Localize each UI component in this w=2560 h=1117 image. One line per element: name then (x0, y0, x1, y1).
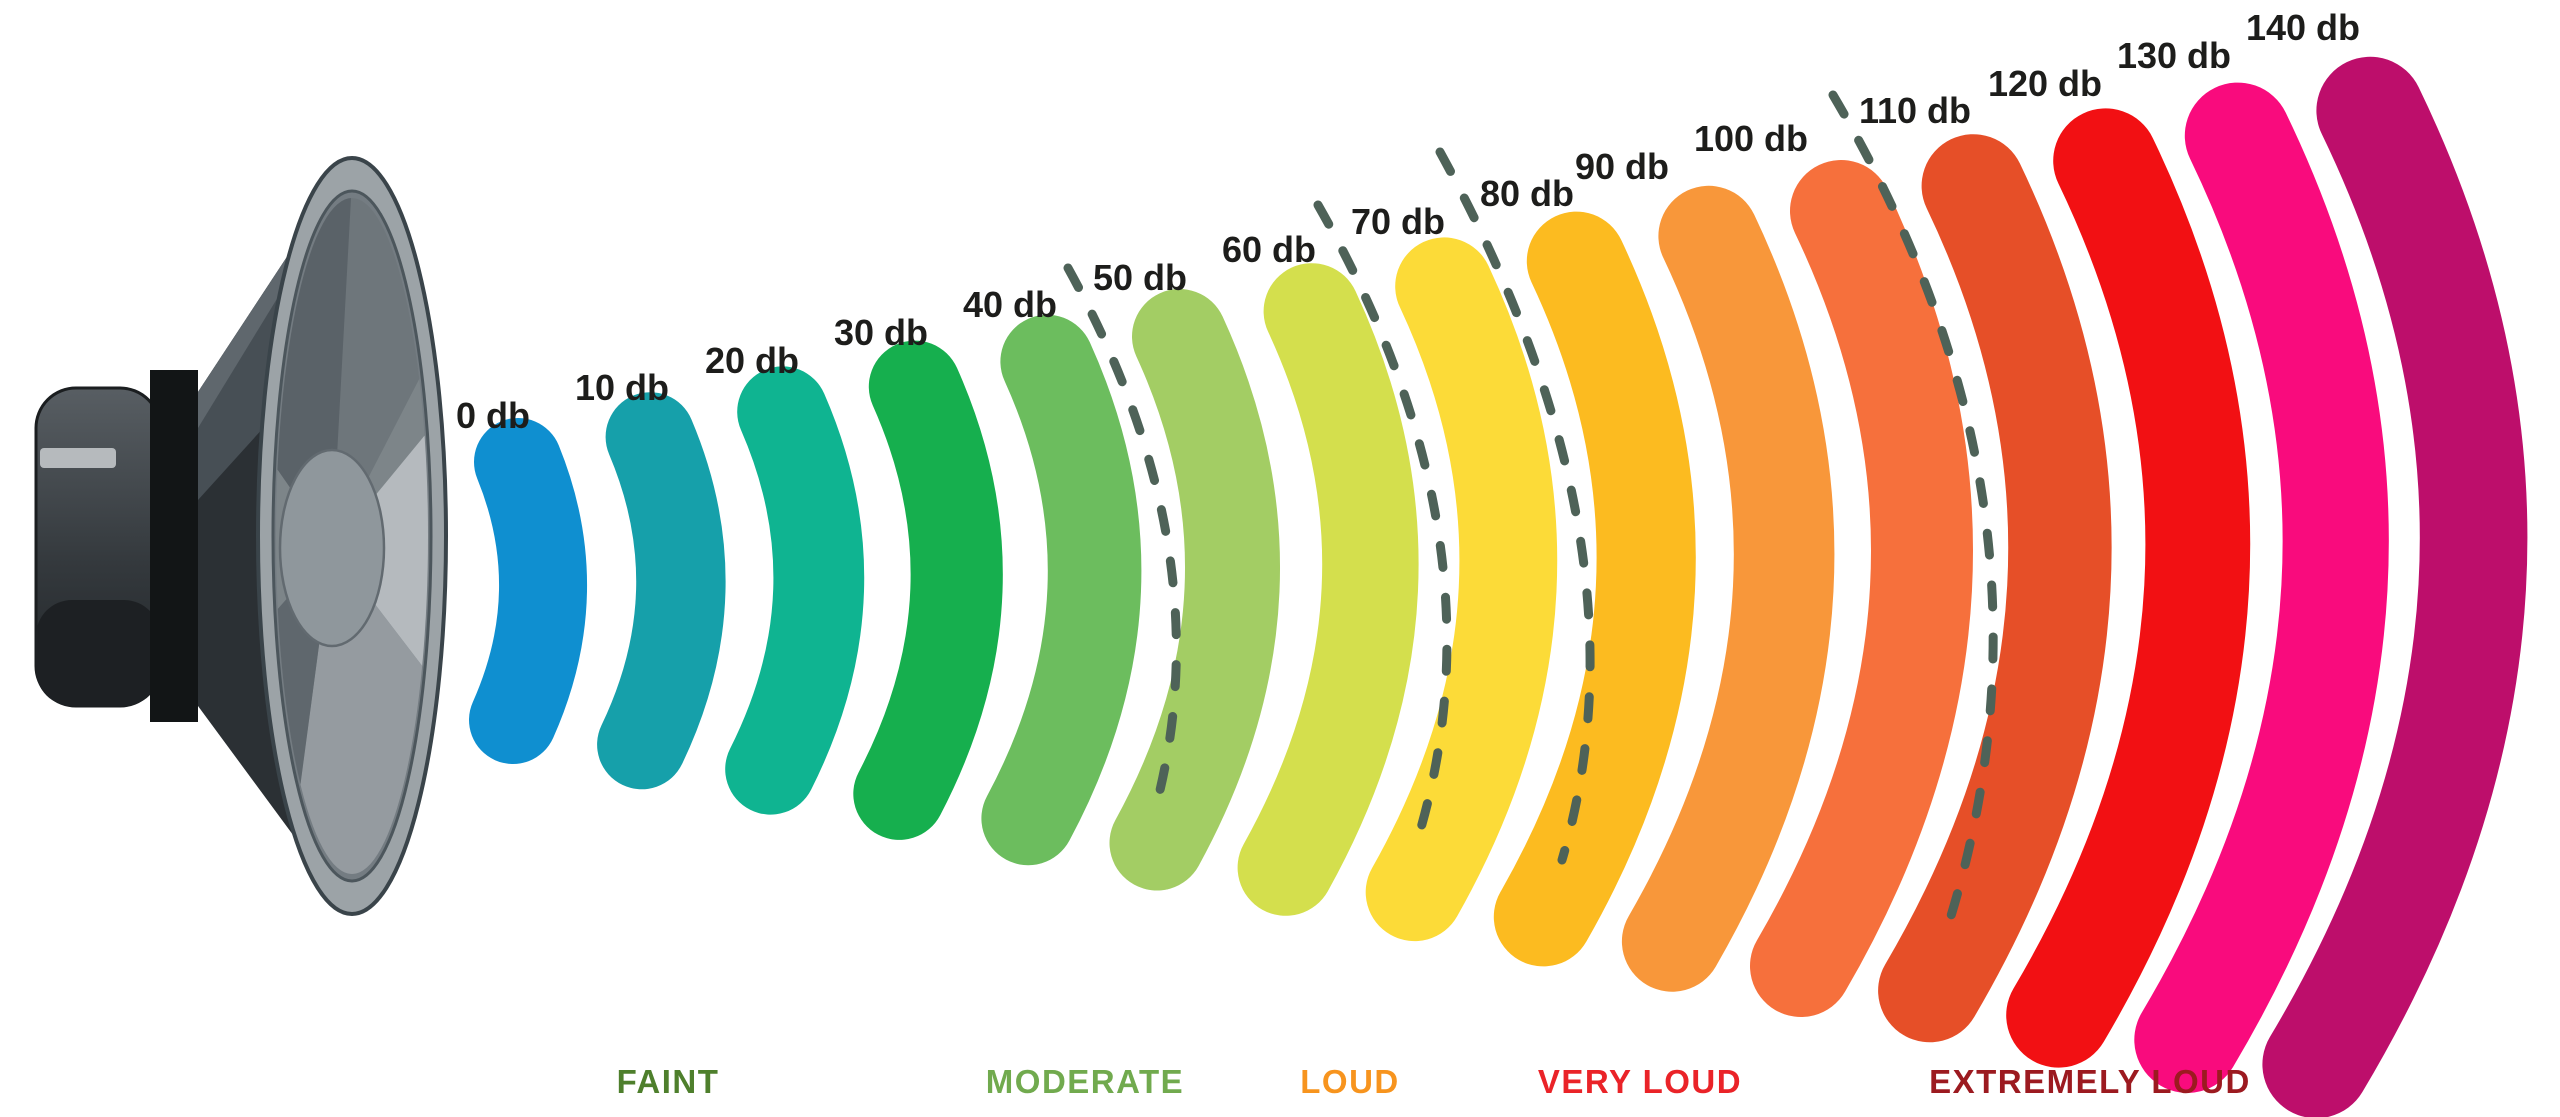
db-label-0: 0 db (456, 395, 530, 436)
sound-wave-arc-100db (1750, 160, 1973, 1017)
db-label-100: 100 db (1694, 118, 1808, 159)
sound-wave-arc-20db (725, 366, 865, 815)
sound-wave-arc-10db (597, 392, 726, 790)
category-label-loud: LOUD (1300, 1063, 1400, 1100)
db-label-80: 80 db (1480, 173, 1574, 214)
sound-wave-arc-130db (2134, 82, 2389, 1093)
sound-wave-arc-50db (1109, 289, 1281, 891)
category-label-extremely-loud: EXTREMELY LOUD (1929, 1063, 2251, 1100)
sound-wave-arc-60db (1237, 263, 1419, 916)
db-label-10: 10 db (575, 367, 669, 408)
speaker-hub (278, 448, 386, 648)
sound-wave-arc-70db (1365, 237, 1558, 942)
db-label-120: 120 db (1988, 63, 2102, 104)
category-label-moderate: MODERATE (986, 1063, 1184, 1100)
sound-wave-arc-110db (1878, 134, 2112, 1043)
category-separator-after-100db (1828, 90, 1998, 940)
sound-wave-arc-120db (2006, 108, 2251, 1068)
category-labels: FAINT MODERATE LOUD VERY LOUD EXTREMELY LOUD (617, 1063, 2251, 1100)
sound-wave-arc-90db (1621, 185, 1835, 992)
sound-wave-arcs (469, 56, 2528, 1117)
db-label-50: 50 db (1093, 257, 1187, 298)
category-separator-after-40db (1063, 263, 1181, 815)
category-separator-after-60db (1313, 200, 1452, 843)
sound-wave-arc-140db (2262, 56, 2528, 1117)
speaker-illustration (34, 156, 448, 916)
category-separators (1063, 90, 1998, 940)
category-label-faint: FAINT (617, 1063, 720, 1100)
speaker-back-cap (34, 386, 162, 708)
db-label-110: 110 db (1859, 90, 1971, 131)
sound-wave-arc-0db (469, 418, 588, 764)
sound-wave-arc-30db (853, 340, 1003, 840)
db-label-130: 130 db (2117, 35, 2231, 76)
db-labels: 0 db 10 db 20 db 30 db 40 db 50 db 60 db 70 db 8… (456, 7, 2360, 436)
sound-wave-arc-40db (981, 314, 1142, 866)
db-label-90: 90 db (1575, 146, 1669, 187)
db-label-70: 70 db (1351, 201, 1445, 242)
category-separator-after-70db (1435, 147, 1595, 865)
db-label-20: 20 db (705, 340, 799, 381)
db-label-60: 60 db (1222, 229, 1316, 270)
db-label-30: 30 db (834, 312, 928, 353)
speaker-collar (150, 370, 198, 722)
db-label-40: 40 db (963, 284, 1057, 325)
db-label-140: 140 db (2246, 7, 2360, 48)
category-label-very-loud: VERY LOUD (1538, 1063, 1742, 1100)
sound-wave-arc-80db (1493, 211, 1696, 967)
